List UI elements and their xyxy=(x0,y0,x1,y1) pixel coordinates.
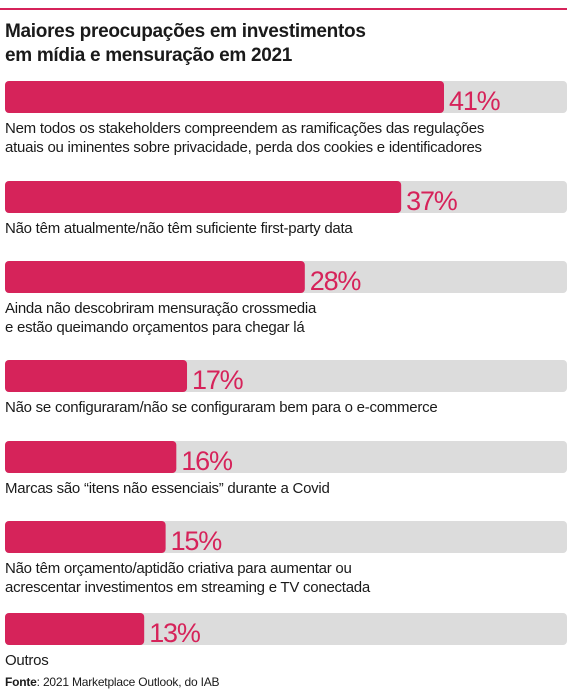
bar-category-label: e estão queimando orçamentos para chegar… xyxy=(5,319,305,336)
bar-track xyxy=(5,613,567,645)
bar xyxy=(5,441,177,473)
bar-category-label: Não têm atualmente/não têm suficiente fi… xyxy=(5,220,353,237)
bar-category-label: Marcas são “itens não essenciais” durant… xyxy=(5,480,330,497)
source-note: Fonte: 2021 Marketplace Outlook, do IAB xyxy=(5,675,220,689)
bar-category-label: Não têm orçamento/aptidão criativa para … xyxy=(5,560,352,577)
source-label: Fonte xyxy=(5,675,37,689)
chart-title-line-1: Maiores preocupações em investimentos xyxy=(5,21,366,42)
bar xyxy=(5,181,402,213)
bar-value-label: 41% xyxy=(449,86,501,116)
bar-category-label: acrescentar investimentos em streaming e… xyxy=(5,579,371,596)
bar-category-label: Nem todos os stakeholders compreendem as… xyxy=(5,120,484,137)
bar-value-label: 16% xyxy=(181,446,233,476)
bar-category-label: atuais ou iminentes sobre privacidade, p… xyxy=(5,139,482,156)
bar-category-label: Ainda não descobriram mensuração crossme… xyxy=(5,300,317,317)
bar-value-label: 13% xyxy=(149,618,201,648)
bar xyxy=(5,613,145,645)
bar-category-label: Não se configuraram/não se configuraram … xyxy=(5,399,437,416)
chart-title: Maiores preocupações em investimentos em… xyxy=(5,20,445,68)
bar xyxy=(5,521,166,553)
bar-value-label: 17% xyxy=(192,365,244,395)
bar xyxy=(5,261,305,293)
bar-value-label: 28% xyxy=(310,266,362,296)
bar-category-label: Outros xyxy=(5,652,49,669)
bar-value-label: 37% xyxy=(406,186,458,216)
source-text: : 2021 Marketplace Outlook, do IAB xyxy=(36,675,220,689)
bar-value-label: 15% xyxy=(171,526,223,556)
chart-title-line-2: em mídia e mensuração em 2021 xyxy=(5,45,293,66)
top-rule xyxy=(0,8,567,10)
bar xyxy=(5,81,444,113)
bar xyxy=(5,360,188,392)
